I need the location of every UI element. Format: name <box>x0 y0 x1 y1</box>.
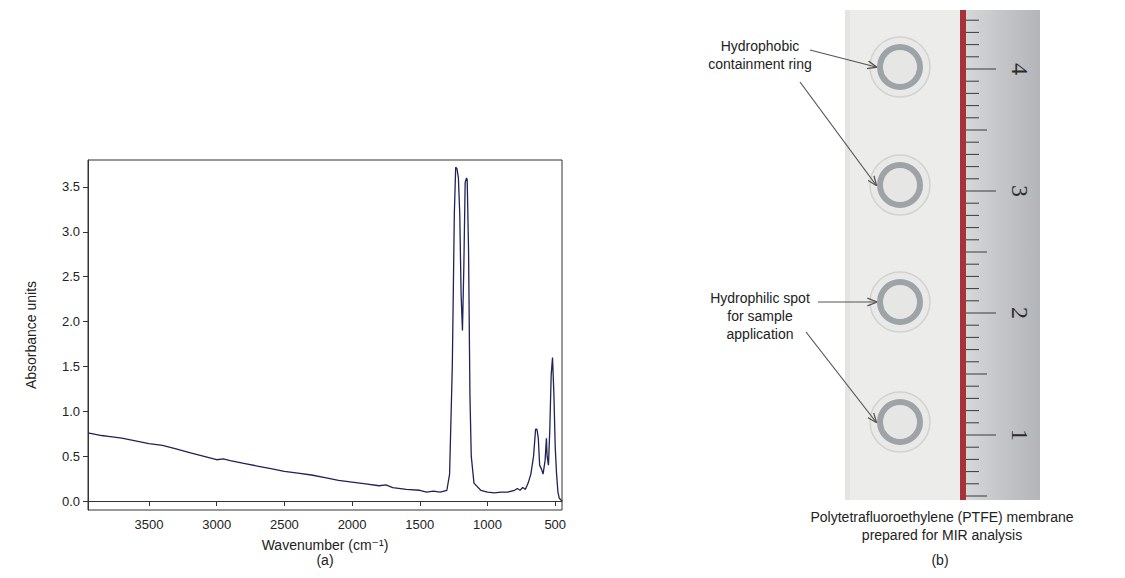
svg-text:for sample: for sample <box>727 308 793 324</box>
svg-text:2: 2 <box>1007 307 1033 319</box>
html-text:(a): (a) <box>316 552 334 568</box>
svg-text:3.5: 3.5 <box>62 179 80 194</box>
svg-text:1000: 1000 <box>473 517 502 532</box>
svg-text:2000: 2000 <box>338 517 367 532</box>
svg-text:1.5: 1.5 <box>62 359 80 374</box>
svg-text:0.0: 0.0 <box>62 494 80 509</box>
svg-text:3500: 3500 <box>134 517 163 532</box>
svg-text:Hydrophilic spot: Hydrophilic spot <box>710 290 810 306</box>
svg-text:3.0: 3.0 <box>62 224 80 239</box>
svg-text:2.5: 2.5 <box>62 269 80 284</box>
svg-text:1500: 1500 <box>405 517 434 532</box>
svg-text:1: 1 <box>1007 429 1033 441</box>
svg-text:Hydrophobic: Hydrophobic <box>721 38 800 54</box>
svg-text:3000: 3000 <box>202 517 231 532</box>
svg-text:prepared for MIR analysis: prepared for MIR analysis <box>862 527 1022 543</box>
svg-text:containment ring: containment ring <box>708 56 812 72</box>
svg-text:3: 3 <box>1007 185 1033 197</box>
svg-text:0.5: 0.5 <box>62 449 80 464</box>
svg-text:1.0: 1.0 <box>62 404 80 419</box>
svg-text:Wavenumber (cm⁻¹): Wavenumber (cm⁻¹) <box>262 537 389 553</box>
svg-text:2.0: 2.0 <box>62 314 80 329</box>
svg-text:2500: 2500 <box>270 517 299 532</box>
svg-text:500: 500 <box>544 517 566 532</box>
html-text:(b): (b) <box>931 552 949 568</box>
svg-text:Polytetrafluoroethylene (PTFE): Polytetrafluoroethylene (PTFE) membrane <box>811 509 1074 525</box>
svg-text:application: application <box>727 326 794 342</box>
svg-text:Absorbance units: Absorbance units <box>23 281 39 389</box>
svg-text:4: 4 <box>1007 63 1033 75</box>
